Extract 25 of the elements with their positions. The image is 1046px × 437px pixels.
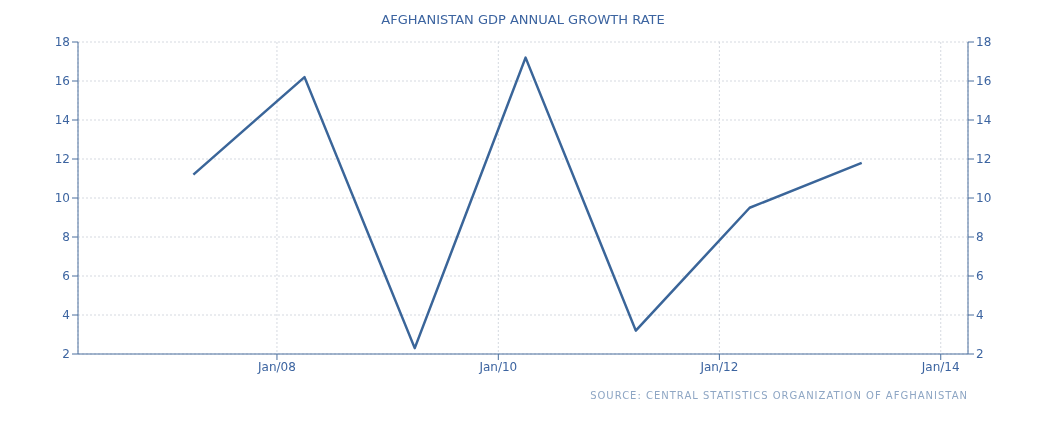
x-tick-label: Jan/14 [920, 359, 960, 374]
y2-tick-label: 10 [976, 191, 992, 206]
y-tick-label: 10 [54, 191, 70, 206]
y-tick-label: 12 [54, 152, 70, 167]
y2-tick-label: 2 [976, 347, 984, 362]
y2-tick-label: 14 [976, 113, 992, 128]
x-tick-label: Jan/10 [478, 359, 518, 374]
x-tick-label: Jan/08 [257, 359, 296, 374]
y2-tick-label: 4 [976, 308, 984, 323]
y-tick-label: 18 [54, 35, 70, 50]
y-tick-label: 2 [62, 347, 70, 362]
x-tick-label: Jan/12 [699, 359, 739, 374]
y2-tick-label: 12 [976, 152, 992, 167]
chart-title: AFGHANISTAN GDP ANNUAL GROWTH RATE [380, 12, 666, 29]
y-tick-label: 6 [62, 269, 70, 284]
y-tick-label: 16 [54, 74, 70, 89]
y2-tick-label: 16 [976, 74, 992, 89]
line-series [192, 56, 863, 350]
y-tick-label: 4 [62, 308, 70, 323]
y2-tick-label: 18 [976, 35, 992, 50]
y2-tick-label: 6 [976, 269, 984, 284]
y2-tick-label: 8 [976, 230, 984, 245]
source-note: SOURCE: CENTRAL STATISTICS ORGANIZATION OF AFGHANISTAN [589, 390, 968, 401]
y-tick-label: 14 [54, 113, 70, 128]
y-tick-label: 8 [62, 230, 70, 245]
